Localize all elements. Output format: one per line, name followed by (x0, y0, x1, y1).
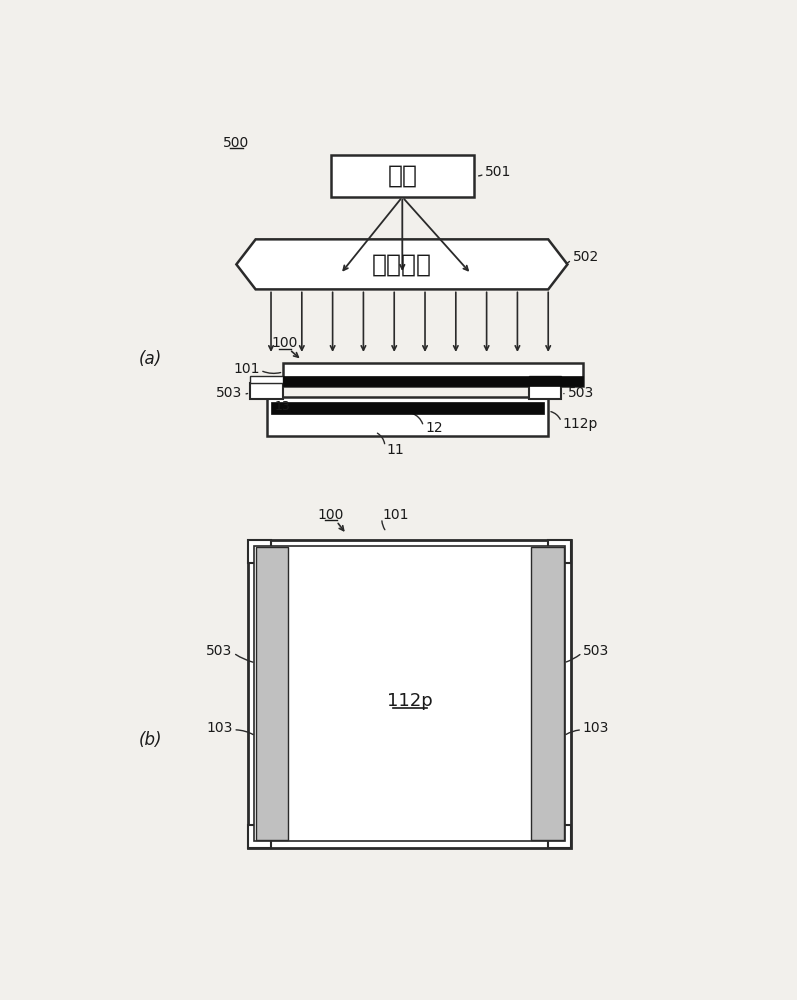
Bar (267, 397, 548, 436)
Text: 503: 503 (206, 644, 233, 658)
Text: 503: 503 (216, 386, 242, 400)
Text: 500: 500 (223, 136, 249, 150)
Bar (271, 402, 544, 414)
Bar (250, 383, 283, 399)
Text: 13: 13 (275, 400, 291, 413)
Text: 100: 100 (272, 336, 298, 350)
Text: 100: 100 (318, 508, 344, 522)
Bar (250, 376, 283, 383)
Text: 12: 12 (425, 421, 442, 435)
Bar (248, 540, 571, 848)
Text: 503: 503 (567, 386, 594, 400)
Text: 103: 103 (583, 721, 609, 735)
Bar (529, 383, 561, 399)
Text: 101: 101 (383, 508, 409, 522)
Text: 502: 502 (573, 250, 599, 264)
Text: 101: 101 (233, 362, 260, 376)
Bar (248, 825, 271, 848)
Text: (b): (b) (139, 731, 162, 749)
Text: 11: 11 (387, 443, 404, 457)
Bar (529, 376, 561, 383)
Bar (283, 363, 583, 386)
Bar (283, 376, 583, 386)
Bar (256, 547, 288, 840)
Text: 照明系统: 照明系统 (372, 252, 432, 276)
Bar (331, 155, 473, 197)
Bar (248, 540, 271, 563)
Text: (a): (a) (139, 350, 162, 368)
Text: 光源: 光源 (387, 164, 418, 188)
Text: 112p: 112p (387, 692, 433, 710)
Text: 112p: 112p (562, 417, 598, 431)
Text: 103: 103 (206, 721, 233, 735)
Text: 503: 503 (583, 644, 609, 658)
Bar (548, 540, 571, 563)
Text: 501: 501 (485, 165, 512, 179)
Bar (254, 546, 565, 841)
Bar (532, 547, 563, 840)
Polygon shape (237, 239, 567, 289)
Bar (548, 825, 571, 848)
